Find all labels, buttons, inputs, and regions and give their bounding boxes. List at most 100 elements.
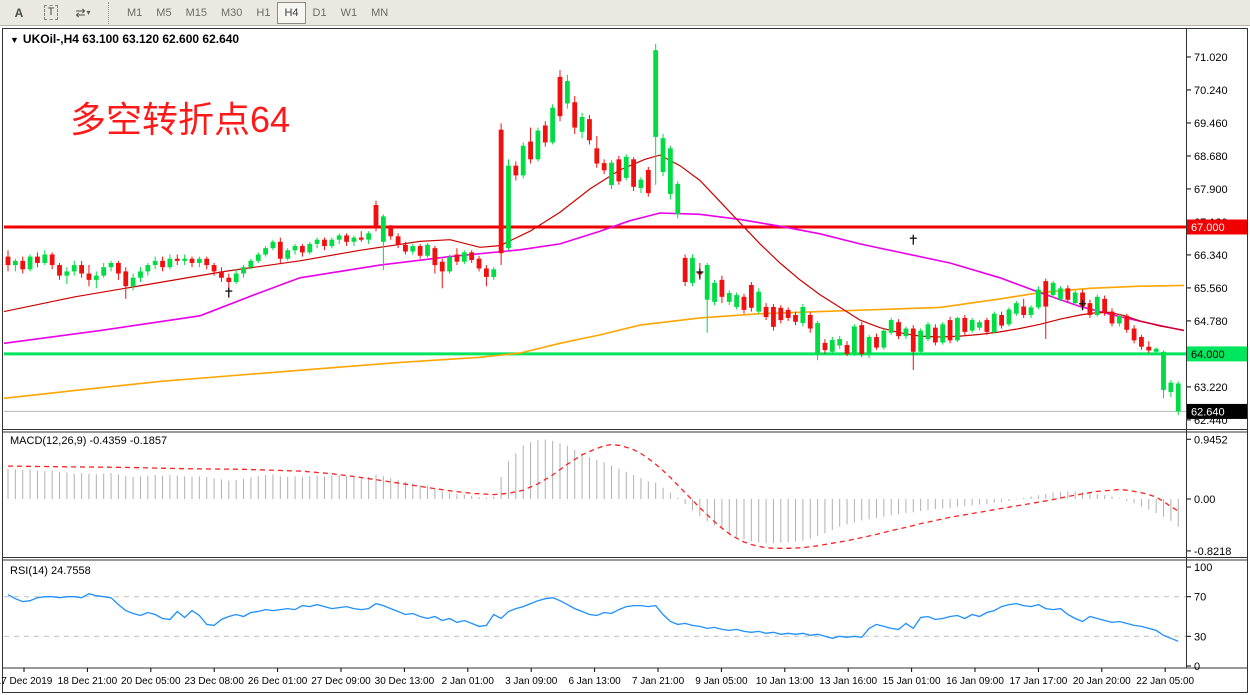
- candle: [277, 241, 283, 259]
- candle: [528, 141, 533, 160]
- candle: [101, 267, 107, 276]
- candle: [447, 256, 452, 272]
- candle: [837, 339, 843, 346]
- svg-text:30 Dec 13:00: 30 Dec 13:00: [375, 676, 435, 687]
- candle: [756, 291, 762, 312]
- candle: [925, 324, 931, 340]
- chart-toolbar: A T ⇄ ▾ M1 M5 M15 M30 H1 H4 D1 W1 MN: [0, 0, 1250, 26]
- candle: [469, 252, 475, 260]
- candle: [20, 260, 26, 270]
- candle: [300, 246, 305, 253]
- candle: [1021, 306, 1027, 315]
- candle: [991, 313, 997, 332]
- svg-text:66.340: 66.340: [1194, 250, 1228, 262]
- rsi-pane[interactable]: [4, 593, 1186, 642]
- candle: [609, 162, 614, 186]
- pane-frames: [2, 28, 1248, 693]
- candle: [815, 323, 820, 355]
- candle: [93, 275, 99, 280]
- svg-text:64.780: 64.780: [1194, 316, 1228, 328]
- timeframe-button-H1[interactable]: H1: [256, 6, 271, 19]
- candle: [506, 165, 511, 249]
- candle: [248, 260, 254, 268]
- candle: [645, 169, 651, 194]
- timeframe-button-M5[interactable]: M5: [156, 6, 172, 19]
- candle: [668, 148, 673, 195]
- candle: [984, 320, 990, 332]
- arrows-tool-button[interactable]: ⇄ ▾: [68, 2, 98, 24]
- candle: [896, 322, 901, 337]
- candle: [476, 258, 482, 269]
- candle: [204, 258, 210, 266]
- svg-text:27 Dec 09:00: 27 Dec 09:00: [311, 676, 371, 687]
- candle: [594, 148, 600, 164]
- candle: [233, 273, 239, 282]
- candle: [71, 265, 77, 272]
- candle: [564, 81, 570, 104]
- candle: [152, 260, 158, 266]
- candle: [491, 269, 497, 277]
- candle: [712, 282, 717, 302]
- svg-text:2 Jan 01:00: 2 Jan 01:00: [442, 676, 495, 687]
- candle: [1050, 282, 1056, 296]
- price-badge: [1187, 219, 1247, 235]
- candle: [682, 257, 688, 282]
- timeframe-button-M1[interactable]: M1: [127, 6, 143, 19]
- price-badge: [1187, 403, 1247, 419]
- candle: [417, 246, 423, 256]
- candle: [1080, 292, 1085, 307]
- timeframe-button-W1[interactable]: W1: [340, 6, 358, 19]
- candle: [557, 76, 563, 117]
- candle: [410, 246, 416, 252]
- macd-pane[interactable]: [7, 439, 1179, 549]
- candle: [35, 256, 40, 263]
- candle: [550, 107, 556, 143]
- candle: [704, 265, 710, 300]
- timeframe-button-MN[interactable]: MN: [371, 6, 389, 19]
- price-pane[interactable]: [4, 43, 1186, 416]
- candle: [484, 268, 489, 277]
- candle: [1036, 289, 1041, 308]
- candle: [329, 239, 335, 247]
- candle: [1146, 346, 1152, 351]
- svg-text:10 Jan 13:00: 10 Jan 13:00: [756, 676, 814, 687]
- svg-text:67.000: 67.000: [1191, 222, 1225, 234]
- candle: [241, 267, 246, 274]
- symbol-dropdown-icon[interactable]: ▼: [10, 35, 19, 45]
- text-label-tool-button[interactable]: T: [36, 2, 66, 24]
- candle: [182, 258, 188, 261]
- candle: [454, 254, 460, 262]
- candle: [42, 254, 48, 263]
- candle: [255, 254, 261, 261]
- candle: [947, 320, 953, 341]
- candle: [1028, 307, 1034, 315]
- candle: [1109, 311, 1115, 324]
- svg-text:64.000: 64.000: [1191, 349, 1225, 361]
- candle: [690, 257, 695, 283]
- candle: [852, 326, 857, 354]
- candle: [520, 145, 526, 176]
- candle: [888, 320, 894, 333]
- candle: [403, 244, 408, 252]
- timeframe-button-M15[interactable]: M15: [185, 6, 207, 19]
- text-label-tool-icon: T: [43, 5, 59, 20]
- candle: [800, 306, 806, 324]
- candle: [86, 273, 92, 280]
- symbol-period-label: UKOil-,H4: [22, 32, 79, 46]
- timeframe-button-H4[interactable]: H4: [277, 1, 306, 24]
- candle: [653, 50, 659, 137]
- font-tool-button[interactable]: A: [4, 2, 34, 24]
- arrows-icon: ⇄: [75, 5, 86, 20]
- candle: [616, 159, 622, 182]
- candle: [1168, 382, 1174, 392]
- candle: [130, 277, 136, 287]
- candle: [719, 279, 725, 297]
- timeframe-button-M30[interactable]: M30: [220, 6, 243, 19]
- chevron-down-icon: ▾: [86, 8, 91, 17]
- svg-text:6 Jan 13:00: 6 Jan 13:00: [568, 676, 621, 687]
- svg-text:0: 0: [1194, 661, 1200, 673]
- price-badge: [1187, 346, 1247, 362]
- candle: [196, 258, 202, 263]
- timeframe-button-D1[interactable]: D1: [312, 6, 327, 19]
